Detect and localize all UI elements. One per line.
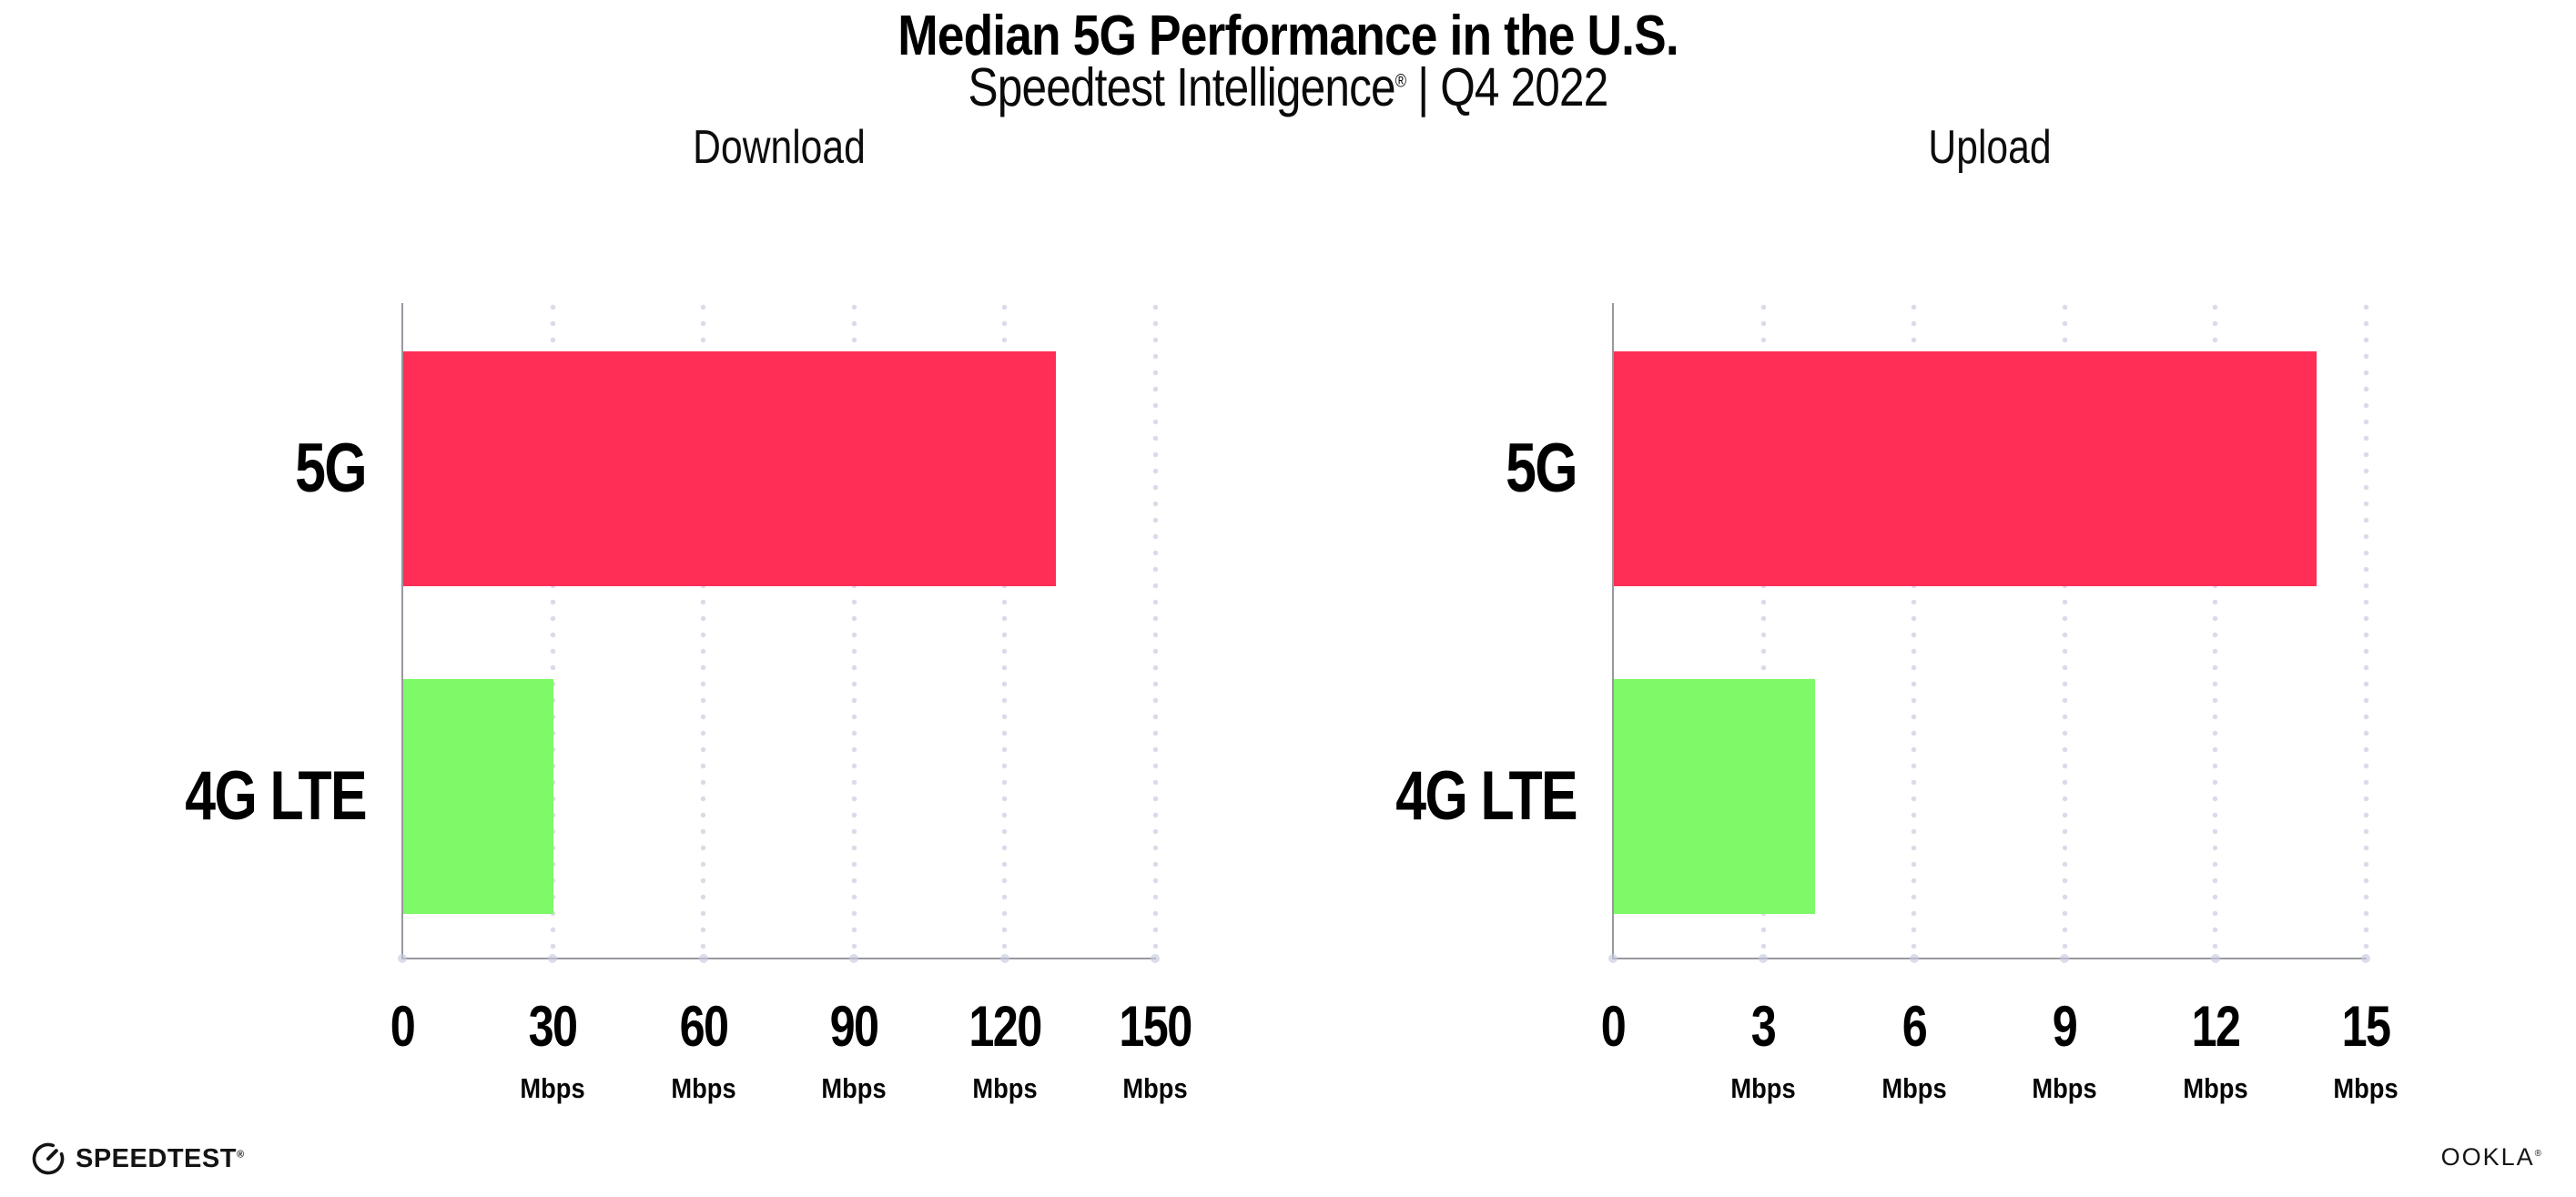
axis-tick-dot (1759, 954, 1769, 963)
x-tick-unit: Mbps (2032, 1072, 2097, 1104)
page-title: Median 5G Performance in the U.S. (898, 5, 1678, 67)
gridline (2362, 303, 2369, 954)
ookla-registered-mark: ® (2534, 1149, 2543, 1159)
y-axis (401, 303, 403, 959)
speedtest-registered-mark: ® (236, 1148, 245, 1160)
x-tick-unit: Mbps (2333, 1072, 2399, 1104)
gridline (549, 303, 556, 954)
bar-5g (403, 351, 1056, 586)
x-tick-label: 3 (1751, 995, 1777, 1059)
speedtest-text: SPEEDTEST (76, 1143, 237, 1173)
category-label: 5G (295, 430, 368, 507)
gridline (1151, 303, 1159, 954)
axis-tick-dot (999, 954, 1009, 963)
x-tick-unit: Mbps (1122, 1072, 1188, 1104)
x-tick-label: 90 (829, 995, 879, 1059)
category-label: 4G LTE (185, 757, 367, 835)
ookla-wordmark: OOKLA® (2441, 1143, 2543, 1172)
x-tick-label: 15 (2341, 995, 2391, 1059)
axis-tick-dot (1151, 954, 1160, 963)
axis-tick-dot (1909, 954, 1919, 963)
gridline (850, 303, 857, 954)
category-label: 4G LTE (1395, 757, 1577, 835)
speedtest-logo: SPEEDTEST® (30, 1141, 245, 1177)
ookla-text: OOKLA (2440, 1143, 2535, 1171)
ookla-logo: OOKLA® (2441, 1143, 2543, 1172)
x-tick-label: 150 (1119, 995, 1192, 1059)
gridline (1001, 303, 1009, 954)
bar-5g (1614, 351, 2317, 586)
x-tick-label: 60 (679, 995, 728, 1059)
gridline (2061, 303, 2068, 954)
subtitle-period: Q4 2022 (1440, 57, 1608, 117)
bar-4g-lte (403, 679, 554, 914)
subtitle-separator: | (1405, 57, 1441, 117)
gridline (1911, 303, 1918, 954)
x-tick-unit: Mbps (1730, 1072, 1797, 1104)
bar-4g-lte (1614, 679, 1815, 914)
registered-mark: ® (1394, 71, 1406, 92)
x-tick-label: 30 (528, 995, 578, 1059)
gridline (700, 303, 707, 954)
x-tick-label: 9 (2052, 995, 2078, 1059)
x-tick-label: 0 (390, 995, 416, 1059)
chart-title: Download (692, 121, 866, 174)
x-axis (1612, 958, 2367, 959)
x-tick-label: 0 (1600, 995, 1627, 1059)
y-axis (1612, 303, 1614, 959)
x-tick-unit: Mbps (971, 1072, 1038, 1104)
axis-tick-dot (849, 954, 859, 963)
axis-tick-dot (2060, 954, 2070, 963)
gridline (1760, 303, 1767, 954)
axis-tick-dot (698, 954, 708, 963)
x-tick-unit: Mbps (671, 1072, 736, 1104)
x-tick-unit: Mbps (1881, 1072, 1947, 1104)
x-tick-unit: Mbps (520, 1072, 586, 1104)
subtitle-brand: Speedtest Intelligence (968, 57, 1396, 117)
axis-tick-dot (2210, 954, 2220, 963)
axis-tick-dot (2361, 954, 2370, 963)
x-tick-unit: Mbps (2182, 1072, 2248, 1104)
gridline (2212, 303, 2219, 954)
speedtest-gauge-icon (32, 1142, 65, 1175)
x-tick-label: 120 (968, 995, 1042, 1059)
category-label: 5G (1506, 430, 1578, 507)
chart-title: Upload (1927, 121, 2052, 174)
x-tick-unit: Mbps (821, 1072, 887, 1104)
axis-tick-dot (398, 954, 407, 963)
x-axis (401, 958, 1156, 959)
axis-tick-dot (1608, 954, 1618, 963)
page-subtitle: Speedtest Intelligence® | Q4 2022 (968, 56, 1609, 118)
axis-tick-dot (548, 954, 558, 963)
speedtest-wordmark: SPEEDTEST® (76, 1144, 245, 1174)
x-tick-label: 6 (1902, 995, 1928, 1059)
x-tick-label: 12 (2191, 995, 2240, 1059)
